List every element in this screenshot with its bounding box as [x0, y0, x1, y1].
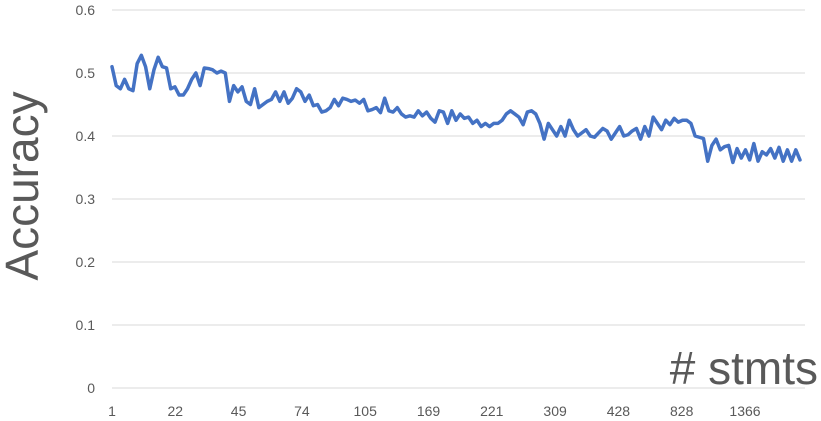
x-axis-label: # stmts — [670, 342, 818, 394]
y-tick-label: 0.4 — [76, 128, 96, 144]
y-tick-label: 0.6 — [76, 2, 96, 18]
accuracy-series-line — [110, 53, 802, 165]
gridlines — [112, 9, 805, 389]
x-tick-label: 1366 — [729, 403, 760, 419]
x-axis-tick-labels: 1 22 45 74 105 169 221 309 428 828 1366 — [108, 403, 761, 419]
y-tick-label: 0.2 — [76, 254, 96, 270]
x-tick-label: 169 — [417, 403, 441, 419]
x-tick-label: 428 — [607, 403, 631, 419]
x-tick-label: 74 — [294, 403, 310, 419]
x-tick-label: 1 — [108, 403, 116, 419]
x-tick-label: 45 — [231, 403, 247, 419]
y-axis-label: Accuracy — [0, 91, 48, 280]
y-tick-label: 0.1 — [76, 317, 96, 333]
y-tick-label: 0.3 — [76, 191, 96, 207]
y-axis-tick-labels: 0 0.1 0.2 0.3 0.4 0.5 0.6 — [76, 2, 96, 396]
x-tick-label: 309 — [543, 403, 567, 419]
y-tick-label: 0 — [87, 380, 95, 396]
x-tick-label: 105 — [354, 403, 378, 419]
y-tick-label: 0.5 — [76, 65, 96, 81]
x-tick-label: 828 — [670, 403, 694, 419]
x-tick-label: 22 — [168, 403, 184, 419]
x-tick-label: 221 — [480, 403, 504, 419]
